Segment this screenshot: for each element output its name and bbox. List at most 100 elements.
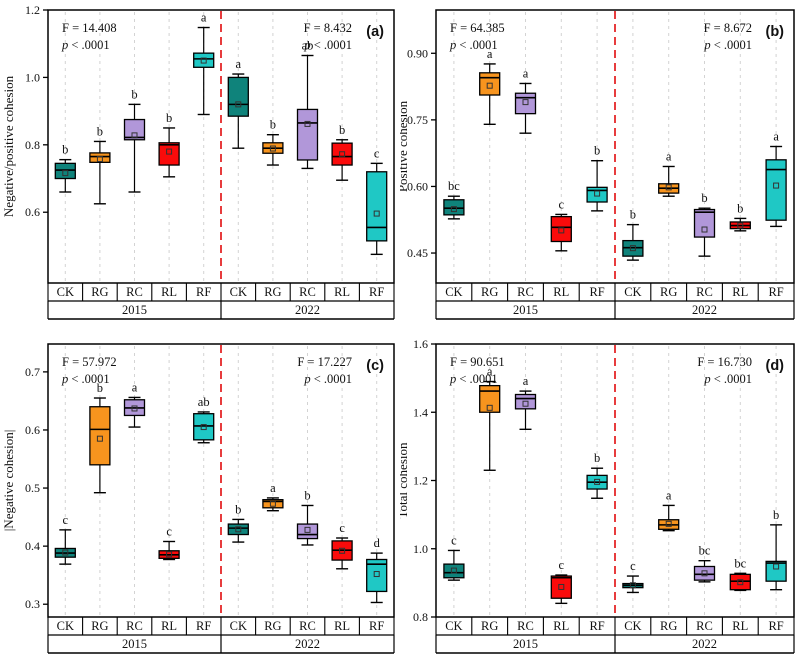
significance-letter: ab	[198, 395, 210, 409]
mean-marker	[131, 405, 138, 412]
y-tick-label: 0.8	[413, 610, 428, 624]
significance-letter: b	[97, 381, 103, 395]
mean-marker	[200, 57, 207, 64]
iqr-box	[443, 563, 465, 579]
box-2022-RC: ab	[296, 39, 319, 170]
mean-marker	[522, 400, 529, 407]
x-axis-table: CK RG RC RL RF 2015 CK RG RC RL RF 2022	[47, 617, 395, 654]
f-statistic: F = 16.730	[697, 355, 752, 369]
mean-marker	[131, 132, 138, 139]
box-2022-CK: b	[227, 502, 249, 543]
box-2015-RF: b	[586, 144, 608, 212]
significance-letter: c	[559, 558, 565, 572]
category-label: RL	[553, 285, 569, 299]
significance-letter: b	[701, 191, 707, 205]
category-label: RG	[264, 285, 281, 299]
y-tick-label: 0.6	[25, 205, 40, 219]
f-statistic: F = 90.651	[450, 355, 505, 369]
category-label: RL	[334, 285, 350, 299]
category-label: CK	[624, 285, 641, 299]
box-2015-RL: c	[158, 524, 180, 561]
significance-letter: a	[201, 11, 207, 25]
y-axis-title: Negative/positive cohesion	[1, 75, 16, 217]
category-label: RL	[161, 619, 177, 633]
y-axis: 0.8 1.0 1.2 1.4 1.6 Total cohesion	[400, 337, 436, 624]
mean-marker	[665, 520, 672, 527]
y-tick-label: 0.45	[407, 246, 428, 260]
p-value: p < .0001	[449, 38, 498, 52]
panel-letter: (d)	[765, 358, 784, 374]
box-2022-RF: d	[366, 536, 388, 604]
year-label: 2015	[513, 637, 538, 651]
boxplot-panel-d: 0.8 1.0 1.2 1.4 1.6 Total cohesion F = 90.651 p…	[400, 337, 795, 654]
box-2015-RF: ab	[193, 395, 215, 444]
significance-letter: bc	[734, 556, 746, 570]
category-label: RC	[517, 285, 534, 299]
category-label: RF	[768, 285, 783, 299]
stats-annotations: F = 14.408 p < .0001 F = 8.432 p < .0001	[61, 21, 352, 52]
y-axis-title: |Negative cohesion|	[1, 430, 16, 532]
box-2022-RF: c	[366, 146, 388, 256]
category-label: RL	[732, 285, 748, 299]
mean-marker	[450, 206, 457, 213]
box-2015-RF: a	[193, 11, 215, 116]
mean-marker	[450, 567, 457, 574]
mean-marker	[62, 170, 69, 177]
category-label: RC	[517, 619, 534, 633]
category-label: RC	[299, 285, 316, 299]
f-statistic: F = 14.408	[62, 21, 117, 35]
x-axis-table: CK RG RC RL RF 2015 CK RG RC RL RF 2022	[47, 283, 395, 320]
mean-marker	[665, 184, 672, 191]
category-label: RF	[369, 285, 384, 299]
panel-letter: (c)	[366, 358, 384, 374]
mean-marker	[486, 404, 493, 411]
iqr-box	[227, 523, 249, 536]
mean-marker	[166, 148, 173, 155]
mean-marker	[737, 579, 744, 586]
significance-letter: b	[270, 118, 276, 132]
mean-marker	[629, 245, 636, 252]
box-2015-RC: a	[514, 66, 537, 134]
iqr-box	[479, 72, 501, 96]
significance-letter: b	[304, 488, 310, 502]
mean-marker	[62, 549, 69, 556]
year-label: 2022	[295, 303, 320, 317]
y-axis: 0.6 0.8 1.0 1.2 Negative/positive cohesion	[1, 3, 48, 219]
mean-marker	[373, 210, 380, 217]
f-statistic: F = 64.385	[450, 21, 505, 35]
stats-annotations: F = 90.651 p < .0001 F = 16.730 p < .0001	[449, 355, 752, 386]
y-tick-label: 0.6	[25, 423, 40, 437]
significance-letter: b	[62, 143, 68, 157]
f-statistic: F = 8.672	[704, 21, 752, 35]
mean-marker	[269, 500, 276, 507]
significance-letter: c	[166, 524, 172, 538]
significance-letter: c	[630, 559, 636, 573]
year-label: 2022	[692, 637, 717, 651]
significance-letter: b	[594, 144, 600, 158]
significance-letter: a	[270, 481, 276, 495]
f-statistic: F = 17.227	[297, 355, 352, 369]
y-axis-title: Positive cohesion	[400, 100, 410, 192]
box-2022-RL: bc	[729, 556, 751, 592]
y-tick-label: 1.0	[413, 542, 428, 556]
iqr-box	[331, 142, 353, 166]
significance-letter: b	[339, 123, 345, 137]
significance-letter: a	[487, 47, 493, 61]
iqr-box	[479, 384, 501, 413]
box-2015-RG: b	[89, 124, 111, 205]
box-2022-RG: a	[658, 149, 680, 197]
significance-letter: a	[132, 380, 138, 394]
box-2022-RC: b	[693, 191, 716, 257]
mean-marker	[269, 145, 276, 152]
p-value: p < .0001	[303, 372, 352, 386]
significance-letter: b	[131, 87, 137, 101]
mean-marker	[235, 526, 242, 533]
category-label: CK	[230, 285, 247, 299]
p-value: p < .0001	[61, 372, 110, 386]
iqr-box	[366, 171, 388, 242]
category-label: CK	[57, 619, 74, 633]
mean-marker	[166, 551, 173, 558]
significance-letter: a	[487, 365, 493, 379]
significance-letter: b	[630, 208, 636, 222]
iqr-box	[296, 108, 319, 161]
